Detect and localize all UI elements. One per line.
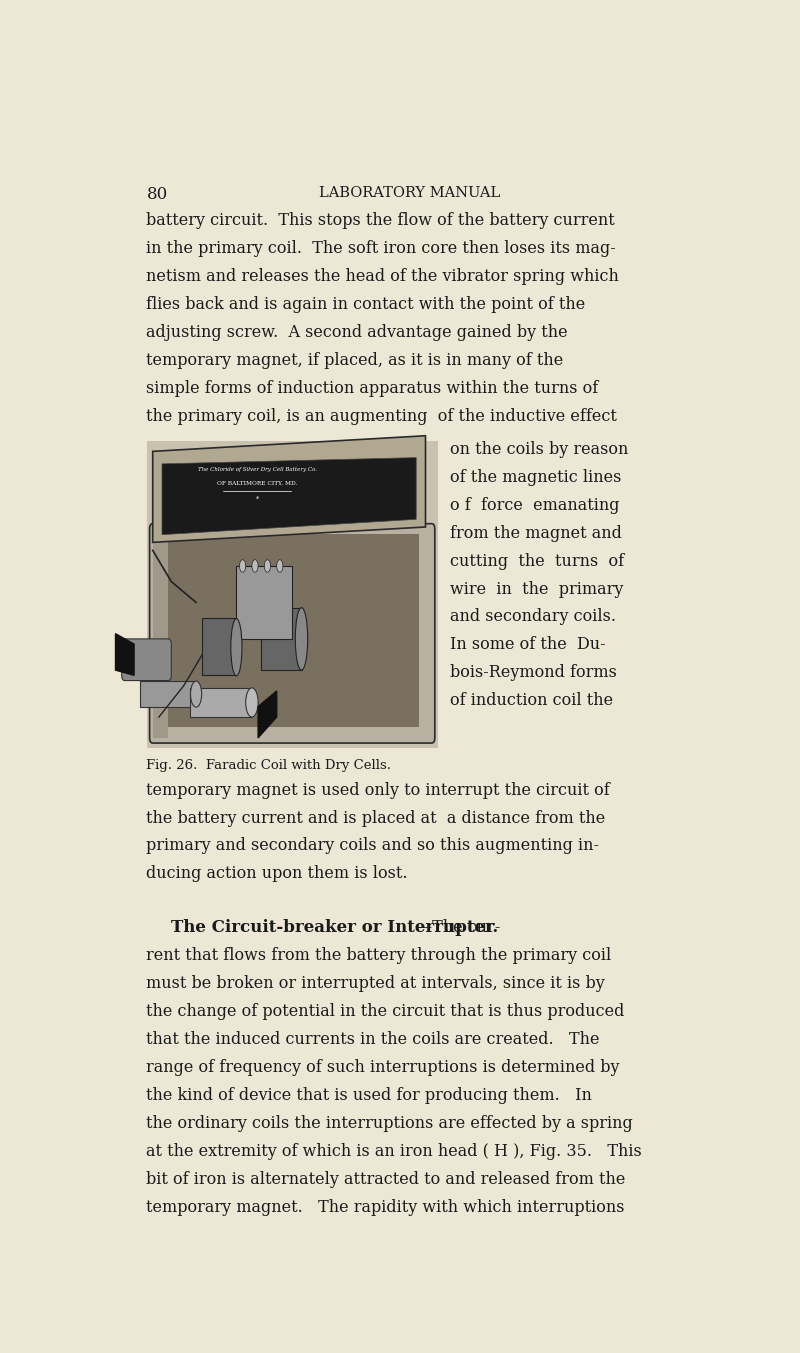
Text: in the primary coil.  The soft iron core then loses its mag-: in the primary coil. The soft iron core … xyxy=(146,241,616,257)
Polygon shape xyxy=(258,691,277,737)
Text: flies back and is again in contact with the point of the: flies back and is again in contact with … xyxy=(146,296,586,313)
Text: from the magnet and: from the magnet and xyxy=(450,525,622,541)
Text: OF BALTIMORE CITY, MD.: OF BALTIMORE CITY, MD. xyxy=(217,480,298,486)
Text: the primary coil, is an augmenting  of the inductive effect: the primary coil, is an augmenting of th… xyxy=(146,407,618,425)
Text: bit of iron is alternately attracted to and released from the: bit of iron is alternately attracted to … xyxy=(146,1170,626,1188)
Text: the change of potential in the circuit that is thus produced: the change of potential in the circuit t… xyxy=(146,1003,625,1020)
Polygon shape xyxy=(153,436,426,543)
Bar xyxy=(202,618,237,675)
Text: The Circuit-breaker or Interrupter.: The Circuit-breaker or Interrupter. xyxy=(171,919,498,936)
Text: *: * xyxy=(255,497,259,502)
FancyBboxPatch shape xyxy=(122,639,171,681)
Bar xyxy=(237,566,292,639)
Text: adjusting screw.  A second advantage gained by the: adjusting screw. A second advantage gain… xyxy=(146,325,568,341)
Text: range of frequency of such interruptions is determined by: range of frequency of such interruptions… xyxy=(146,1059,620,1076)
Text: battery circuit.  This stops the flow of the battery current: battery circuit. This stops the flow of … xyxy=(146,212,615,230)
Text: netism and releases the head of the vibrator spring which: netism and releases the head of the vibr… xyxy=(146,268,619,285)
Bar xyxy=(190,687,252,717)
Ellipse shape xyxy=(252,560,258,572)
Text: Fig. 26.  Faradic Coil with Dry Cells.: Fig. 26. Faradic Coil with Dry Cells. xyxy=(146,759,391,771)
Ellipse shape xyxy=(190,681,202,708)
Text: on the coils by reason: on the coils by reason xyxy=(450,441,629,457)
Bar xyxy=(168,534,419,728)
Ellipse shape xyxy=(277,560,283,572)
FancyBboxPatch shape xyxy=(150,524,435,743)
Text: must be broken or interrupted at intervals, since it is by: must be broken or interrupted at interva… xyxy=(146,976,606,992)
Polygon shape xyxy=(115,633,134,675)
Text: —The cur-: —The cur- xyxy=(416,919,501,936)
Text: that the induced currents in the coils are created.   The: that the induced currents in the coils a… xyxy=(146,1031,600,1049)
Polygon shape xyxy=(162,457,416,534)
Text: the battery current and is placed at  a distance from the: the battery current and is placed at a d… xyxy=(146,809,606,827)
Text: temporary magnet is used only to interrupt the circuit of: temporary magnet is used only to interru… xyxy=(146,782,610,798)
Text: The Chloride of Silver Dry Cell Battery Co.: The Chloride of Silver Dry Cell Battery … xyxy=(198,467,317,472)
Text: o f  force  emanating: o f force emanating xyxy=(450,497,620,514)
Text: ducing action upon them is lost.: ducing action upon them is lost. xyxy=(146,866,408,882)
Ellipse shape xyxy=(231,618,242,676)
Text: 80: 80 xyxy=(146,187,168,203)
Bar xyxy=(153,529,168,737)
Text: the ordinary coils the interruptions are effected by a spring: the ordinary coils the interruptions are… xyxy=(146,1115,634,1131)
Text: primary and secondary coils and so this augmenting in-: primary and secondary coils and so this … xyxy=(146,838,599,855)
Text: temporary magnet, if placed, as it is in many of the: temporary magnet, if placed, as it is in… xyxy=(146,352,564,369)
Ellipse shape xyxy=(264,560,270,572)
Bar xyxy=(140,681,196,706)
Text: wire  in  the  primary: wire in the primary xyxy=(450,580,624,598)
Text: and secondary coils.: and secondary coils. xyxy=(450,609,616,625)
Text: of induction coil the: of induction coil the xyxy=(450,693,614,709)
Text: cutting  the  turns  of: cutting the turns of xyxy=(450,552,625,570)
Ellipse shape xyxy=(246,687,258,717)
Text: bois-Reymond forms: bois-Reymond forms xyxy=(450,664,617,682)
Bar xyxy=(146,441,438,748)
Text: rent that flows from the battery through the primary coil: rent that flows from the battery through… xyxy=(146,947,612,965)
Text: simple forms of induction apparatus within the turns of: simple forms of induction apparatus with… xyxy=(146,380,598,396)
Text: the kind of device that is used for producing them.   In: the kind of device that is used for prod… xyxy=(146,1086,592,1104)
Text: LABORATORY MANUAL: LABORATORY MANUAL xyxy=(319,187,501,200)
Ellipse shape xyxy=(295,607,308,670)
Text: of the magnetic lines: of the magnetic lines xyxy=(450,469,622,486)
Bar xyxy=(262,607,302,670)
Text: at the extremity of which is an iron head ( H ), Fig. 35.   This: at the extremity of which is an iron hea… xyxy=(146,1143,642,1160)
Text: temporary magnet.   The rapidity with which interruptions: temporary magnet. The rapidity with whic… xyxy=(146,1199,625,1215)
Text: In some of the  Du-: In some of the Du- xyxy=(450,636,606,653)
Ellipse shape xyxy=(239,560,246,572)
